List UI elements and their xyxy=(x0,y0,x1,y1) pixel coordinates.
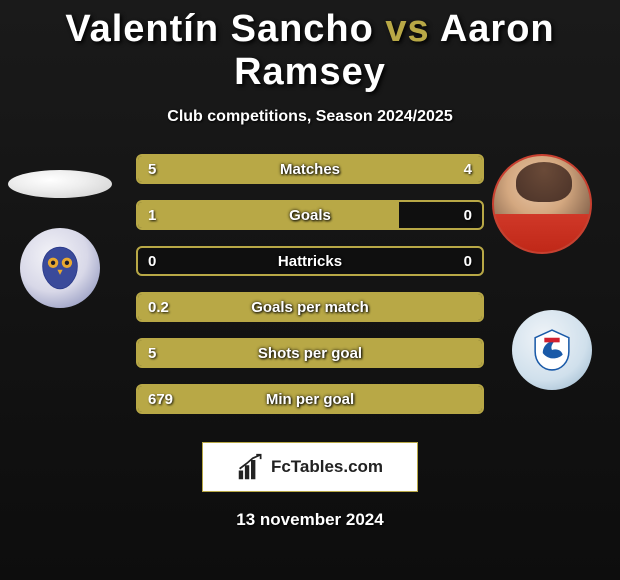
stat-row: 1Goals0 xyxy=(136,200,484,230)
stat-row: 5Matches4 xyxy=(136,154,484,184)
stat-value-right: 4 xyxy=(464,156,472,182)
stat-label: Min per goal xyxy=(138,386,482,412)
owl-crest-icon xyxy=(34,242,86,294)
player2-avatar xyxy=(492,154,592,254)
branding-text: FcTables.com xyxy=(271,457,383,477)
stat-row: 679Min per goal xyxy=(136,384,484,414)
stat-row: 0.2Goals per match xyxy=(136,292,484,322)
stat-label: Shots per goal xyxy=(138,340,482,366)
subtitle: Club competitions, Season 2024/2025 xyxy=(0,108,620,126)
date-label: 13 november 2024 xyxy=(0,510,620,530)
stat-label: Goals per match xyxy=(138,294,482,320)
stat-value-right: 0 xyxy=(464,202,472,228)
stat-row: 5Shots per goal xyxy=(136,338,484,368)
fctables-logo-icon xyxy=(237,453,265,481)
stat-label: Goals xyxy=(138,202,482,228)
stat-bars: 5Matches41Goals00Hattricks00.2Goals per … xyxy=(136,154,484,430)
comparison-content: 5Matches41Goals00Hattricks00.2Goals per … xyxy=(0,154,620,434)
stat-label: Hattricks xyxy=(138,248,482,274)
player1-club-crest xyxy=(20,228,100,308)
player2-club-crest xyxy=(512,310,592,390)
stat-value-right: 0 xyxy=(464,248,472,274)
player1-avatar xyxy=(8,170,112,198)
vs-label: vs xyxy=(385,8,429,50)
stat-label: Matches xyxy=(138,156,482,182)
branding-box[interactable]: FcTables.com xyxy=(202,442,418,492)
bluebird-crest-icon xyxy=(529,327,575,373)
comparison-title: Valentín Sancho vs Aaron Ramsey xyxy=(0,0,620,94)
player1-name: Valentín Sancho xyxy=(65,8,374,50)
stat-row: 0Hattricks0 xyxy=(136,246,484,276)
